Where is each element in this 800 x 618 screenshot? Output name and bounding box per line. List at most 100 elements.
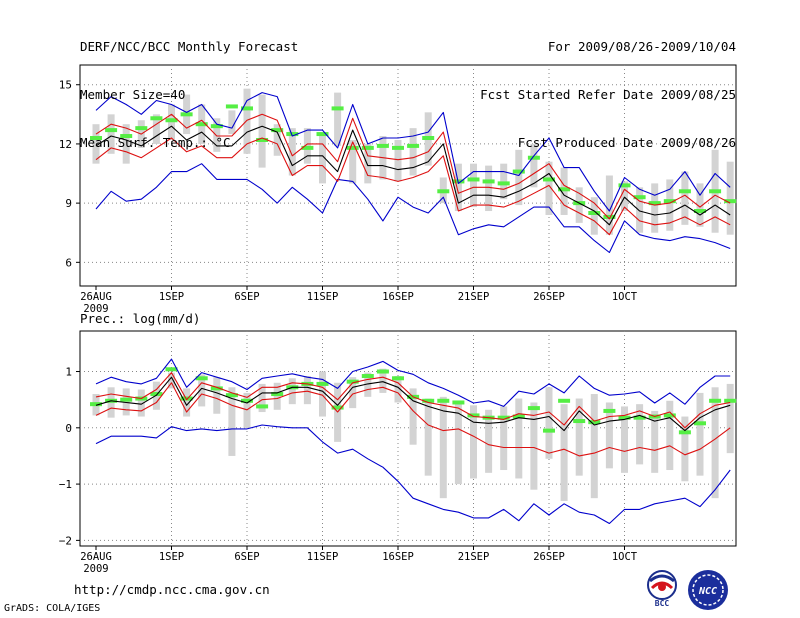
x-tick-label: 1OCT [612,291,638,303]
observed-marker [588,210,601,215]
range-box [258,94,266,168]
observed-marker [527,155,540,160]
range-box [319,134,326,184]
observed-marker [271,392,284,397]
range-box [515,398,523,479]
source-url[interactable]: http://cmdp.ncc.cma.gov.cn [74,582,270,597]
observed-marker [376,369,389,374]
produced-date: Fcst Produced Date 2009/08/26 [517,135,736,150]
y-tick-label: −2 [59,534,72,547]
x-tick-label: 16SEP [382,291,414,303]
observed-marker [316,132,329,137]
range-box [183,388,191,417]
range-box [122,124,130,164]
range-box [605,402,613,469]
header-right: For 2009/08/26-2009/10/04 Fcst Started R… [480,9,736,168]
observed-marker [709,189,722,194]
observed-marker [452,400,465,405]
range-box [288,378,296,405]
x-tick-label: 6SEP [234,291,259,303]
observed-marker [678,430,691,435]
range-box [651,183,659,233]
y-tick-label: −1 [59,478,72,491]
x-tick-label: 11SEP [307,291,339,303]
range-box [288,128,296,176]
plot-frame [79,330,737,547]
observed-marker [467,413,480,418]
x-tick-label: 26AUG [80,551,112,563]
range-box [198,374,206,407]
series-line-lower [95,382,731,457]
observed-marker [603,408,616,413]
range-box [107,114,115,154]
x-tick-label: 1SEP [159,551,184,563]
range-box [439,396,447,499]
series-line-lower [95,137,731,236]
range-box [258,383,266,413]
observed-marker [286,132,299,137]
range-box [122,388,130,416]
range-box [726,161,734,235]
observed-marker [558,187,571,192]
range-box [409,128,417,176]
range-box [681,171,689,225]
observed-marker [694,421,706,426]
observed-marker [678,189,691,194]
observed-marker [407,143,420,148]
range-box [349,377,357,409]
observed-marker [482,179,495,184]
observed-marker [648,201,661,206]
range-box [500,406,508,471]
range-box [319,371,326,417]
range-box [621,181,628,212]
observed-marker [150,116,163,121]
observed-marker [573,419,586,424]
series-line-mean [95,125,731,226]
series-line-min [95,424,731,525]
range-box [590,394,598,499]
observed-marker [195,122,208,127]
y-tick-label: 6 [65,256,72,269]
range-box [636,404,644,465]
range-box [364,372,372,397]
observed-marker [135,126,148,131]
observed-marker [90,136,102,141]
observed-marker [271,128,284,133]
range-box [605,175,613,235]
range-box [213,377,221,414]
started-refer-date: Fcst Started Refer Date 2009/08/25 [480,87,736,102]
x-tick-label: 21SEP [458,551,490,563]
range-box [364,143,372,184]
grads-credit: GrADS: COLA/IGES [4,603,101,614]
range-box [470,405,477,479]
y-tick-label: 12 [59,138,72,151]
observed-marker [543,177,555,182]
observed-marker [512,414,525,419]
observed-marker [527,406,540,411]
observed-marker [165,367,178,372]
x-tick-label: 16SEP [382,551,414,563]
series-line-upper [95,113,731,220]
range-box [681,416,689,482]
observed-marker [422,398,435,403]
x-tick-label: 1SEP [159,291,184,303]
series-line-upper [95,372,731,429]
range-box [545,387,553,459]
observed-marker [422,136,435,141]
observed-marker [437,398,450,403]
x-tick-label: 26SEP [533,551,565,563]
range-box [152,114,160,144]
range-box [228,110,236,135]
bcc-logo-label: BCC [655,599,670,608]
range-box [485,165,493,212]
observed-marker [361,145,374,150]
range-box [726,383,734,454]
observed-marker [225,104,238,109]
range-box [243,88,251,154]
observed-marker [437,189,450,194]
range-box [621,406,628,473]
variable-label: Mean Surf. Temp.: °C [80,135,231,150]
range-box [470,163,477,208]
range-box [711,387,719,499]
range-box [575,398,583,476]
